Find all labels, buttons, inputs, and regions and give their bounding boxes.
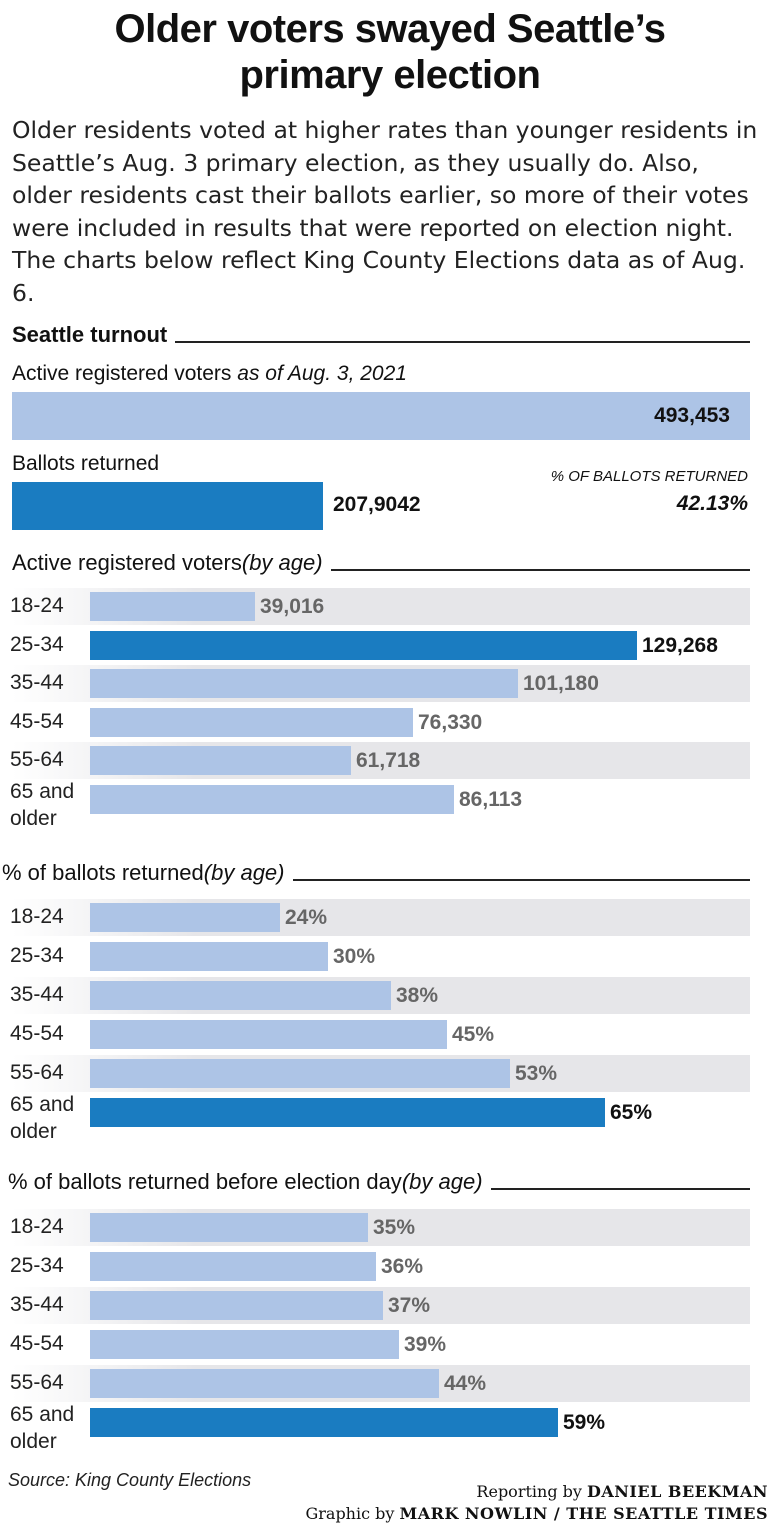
bar-18-24	[90, 1213, 368, 1242]
category-label: 55-64	[10, 1061, 64, 1084]
bar-55-64	[90, 1369, 439, 1398]
bar-25-34	[90, 1252, 376, 1281]
pct-returned-label: % OF BALLOTS RETURNED	[550, 468, 748, 485]
bar-18-24	[90, 903, 280, 932]
graphic-name: MARK NOWLIN / THE SEATTLE TIMES	[399, 1504, 768, 1523]
bar-value-label: 30%	[333, 945, 376, 968]
graphic-credit: Graphic by MARK NOWLIN / THE SEATTLE TIM…	[305, 1504, 768, 1523]
bar-value-label: 76,330	[418, 710, 483, 734]
headline-line-1: Older voters swayed Seattle’s	[114, 7, 666, 51]
category-label: 18-24	[10, 594, 64, 617]
chart-heading-rule	[490, 1188, 750, 1190]
pct-returned-value: 42.13%	[676, 492, 748, 515]
category-label: 18-24	[10, 905, 64, 928]
bar-value-label: 44%	[444, 1372, 487, 1395]
bar-value-label: 53%	[515, 1062, 558, 1085]
returned-total-value: 207,9042	[333, 493, 421, 516]
category-label: 25-34	[10, 944, 64, 967]
intro-text: Older residents voted at higher rates th…	[12, 116, 758, 307]
source-note: Source: King County Elections	[8, 1470, 252, 1490]
category-label: 65 and older	[10, 779, 75, 830]
chart-heading-qualifier: (by age)	[203, 860, 285, 885]
chart-heading: % of ballots returned before election da…	[8, 1169, 750, 1195]
chart-heading-rule	[330, 569, 750, 571]
chart-heading-text: % of ballots returned	[2, 860, 204, 885]
category-label: 35-44	[10, 983, 64, 1006]
chart-heading-text: Active registered voters	[12, 550, 242, 575]
chart-heading-rule	[292, 879, 750, 881]
bar-value-label: 101,180	[523, 672, 599, 695]
bar-value-label: 45%	[452, 1023, 495, 1046]
bar-65-and-older	[90, 1408, 558, 1437]
bar-55-64	[90, 746, 351, 775]
chart-heading-qualifier: (by age)	[241, 550, 323, 575]
bar-value-label: 86,113	[459, 787, 523, 811]
category-label: 55-64	[10, 1371, 64, 1394]
category-label: 45-54	[10, 1332, 64, 1355]
bar-35-44	[90, 1291, 383, 1320]
registered-total-value: 493,453	[654, 404, 730, 427]
reporting-prefix: Reporting by	[476, 1482, 582, 1501]
bar-value-label: 24%	[285, 906, 328, 929]
bar-value-label: 37%	[388, 1294, 431, 1317]
headline: Older voters swayed Seattle’s primary el…	[0, 6, 780, 98]
category-label: 45-54	[10, 1022, 64, 1045]
registered-total-bar: 493,453	[12, 392, 750, 440]
bar-35-44	[90, 981, 391, 1010]
bar-value-label: 36%	[381, 1255, 424, 1278]
reporting-credit: Reporting by DANIEL BEEKMAN	[476, 1482, 768, 1501]
category-label: 25-34	[10, 632, 64, 656]
category-label: 18-24	[10, 1215, 64, 1238]
turnout-heading-text: Seattle turnout	[12, 322, 168, 347]
category-label: 65 and older	[10, 1093, 75, 1143]
bar-value-label: 35%	[373, 1216, 416, 1239]
bar-value-label: 38%	[396, 984, 439, 1007]
turnout-heading-rule	[175, 341, 750, 343]
bar-18-24	[90, 592, 255, 621]
bar-value-label: 129,268	[642, 633, 718, 657]
chart-heading: Active registered voters (by age)	[12, 550, 750, 576]
bar-value-label: 39%	[404, 1333, 447, 1356]
bar-value-label: 39,016	[260, 595, 325, 618]
category-label: 35-44	[10, 1293, 64, 1316]
category-label: 65 and older	[10, 1403, 75, 1453]
headline-line-2: primary election	[239, 53, 541, 97]
bar-65-and-older	[90, 784, 454, 814]
registered-label: Active registered voters as of Aug. 3, 2…	[12, 362, 407, 386]
graphic-prefix: Graphic by	[305, 1504, 395, 1523]
bar-45-54	[90, 1330, 399, 1359]
bar-25-34	[90, 630, 637, 660]
reporting-name: DANIEL BEEKMAN	[587, 1482, 768, 1501]
returned-label: Ballots returned	[12, 452, 160, 475]
turnout-heading: Seattle turnout	[12, 322, 750, 348]
returned-total-bar	[12, 482, 323, 530]
bar-55-64	[90, 1059, 510, 1088]
bar-65-and-older	[90, 1098, 605, 1127]
category-label: 35-44	[10, 671, 64, 694]
bar-value-label: 59%	[563, 1411, 606, 1434]
chart-heading: % of ballots returned (by age)	[2, 860, 750, 886]
bar-45-54	[90, 1020, 447, 1049]
bar-45-54	[90, 707, 413, 737]
category-label: 55-64	[10, 748, 64, 771]
category-label: 45-54	[10, 709, 64, 733]
bar-35-44	[90, 669, 518, 698]
category-label: 25-34	[10, 1254, 64, 1277]
chart-heading-qualifier: (by age)	[401, 1169, 483, 1194]
bar-value-label: 65%	[610, 1101, 653, 1124]
bar-value-label: 61,718	[356, 749, 421, 772]
registered-label-date: as of Aug. 3, 2021	[237, 362, 407, 385]
bar-25-34	[90, 942, 328, 971]
registered-label-text: Active registered voters	[12, 362, 232, 385]
chart-heading-text: % of ballots returned before election da…	[8, 1169, 402, 1194]
